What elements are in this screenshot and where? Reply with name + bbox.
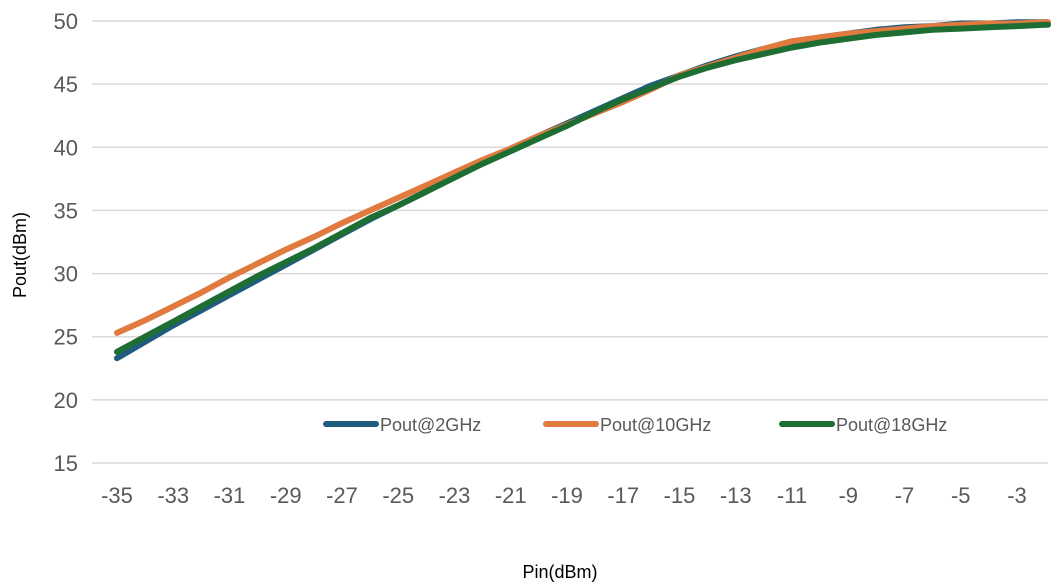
x-tick-label: -5 [951,483,971,508]
y-axis-ticks: 50 45 40 35 30 25 20 15 [54,9,78,476]
x-tick-label: -31 [214,483,246,508]
x-tick-label: -35 [101,483,133,508]
x-tick-label: -15 [664,483,696,508]
x-tick-label: -29 [270,483,302,508]
legend-label: Pout@18GHz [836,415,947,435]
series-line-pout-18ghz [114,21,1051,355]
legend: Pout@2GHz Pout@10GHz Pout@18GHz [323,415,947,435]
y-tick-label: 40 [54,135,78,160]
series-lines [114,19,1051,362]
y-tick-label: 30 [54,262,78,287]
x-tick-label: -27 [326,483,358,508]
series-line-pout-10ghz [114,19,1051,336]
y-tick-label: 15 [54,451,78,476]
y-tick-label: 45 [54,72,78,97]
x-axis-title: Pin(dBm) [522,562,597,582]
series-line-pout-2ghz [114,19,1051,362]
x-tick-label: -7 [895,483,915,508]
legend-label: Pout@2GHz [380,415,481,435]
y-tick-label: 20 [54,388,78,413]
x-tick-label: -19 [551,483,583,508]
x-tick-label: -17 [607,483,639,508]
x-tick-label: -11 [777,483,807,508]
y-tick-label: 50 [54,9,78,34]
x-tick-label: -25 [382,483,414,508]
y-axis-title: Pout(dBm) [10,212,30,298]
x-tick-label: -33 [157,483,189,508]
x-tick-label: -13 [720,483,752,508]
x-axis-ticks: -35 -33 -31 -29 -27 -25 -23 -21 -19 -17 -15 -13 -11 -… [101,483,1027,508]
y-tick-label: 35 [54,198,78,223]
x-tick-label: -21 [495,483,527,508]
legend-label: Pout@10GHz [600,415,711,435]
gridlines [92,20,1048,464]
x-tick-label: -9 [838,483,858,508]
x-tick-label: -23 [439,483,471,508]
y-tick-label: 25 [54,325,78,350]
x-tick-label: -3 [1007,483,1027,508]
